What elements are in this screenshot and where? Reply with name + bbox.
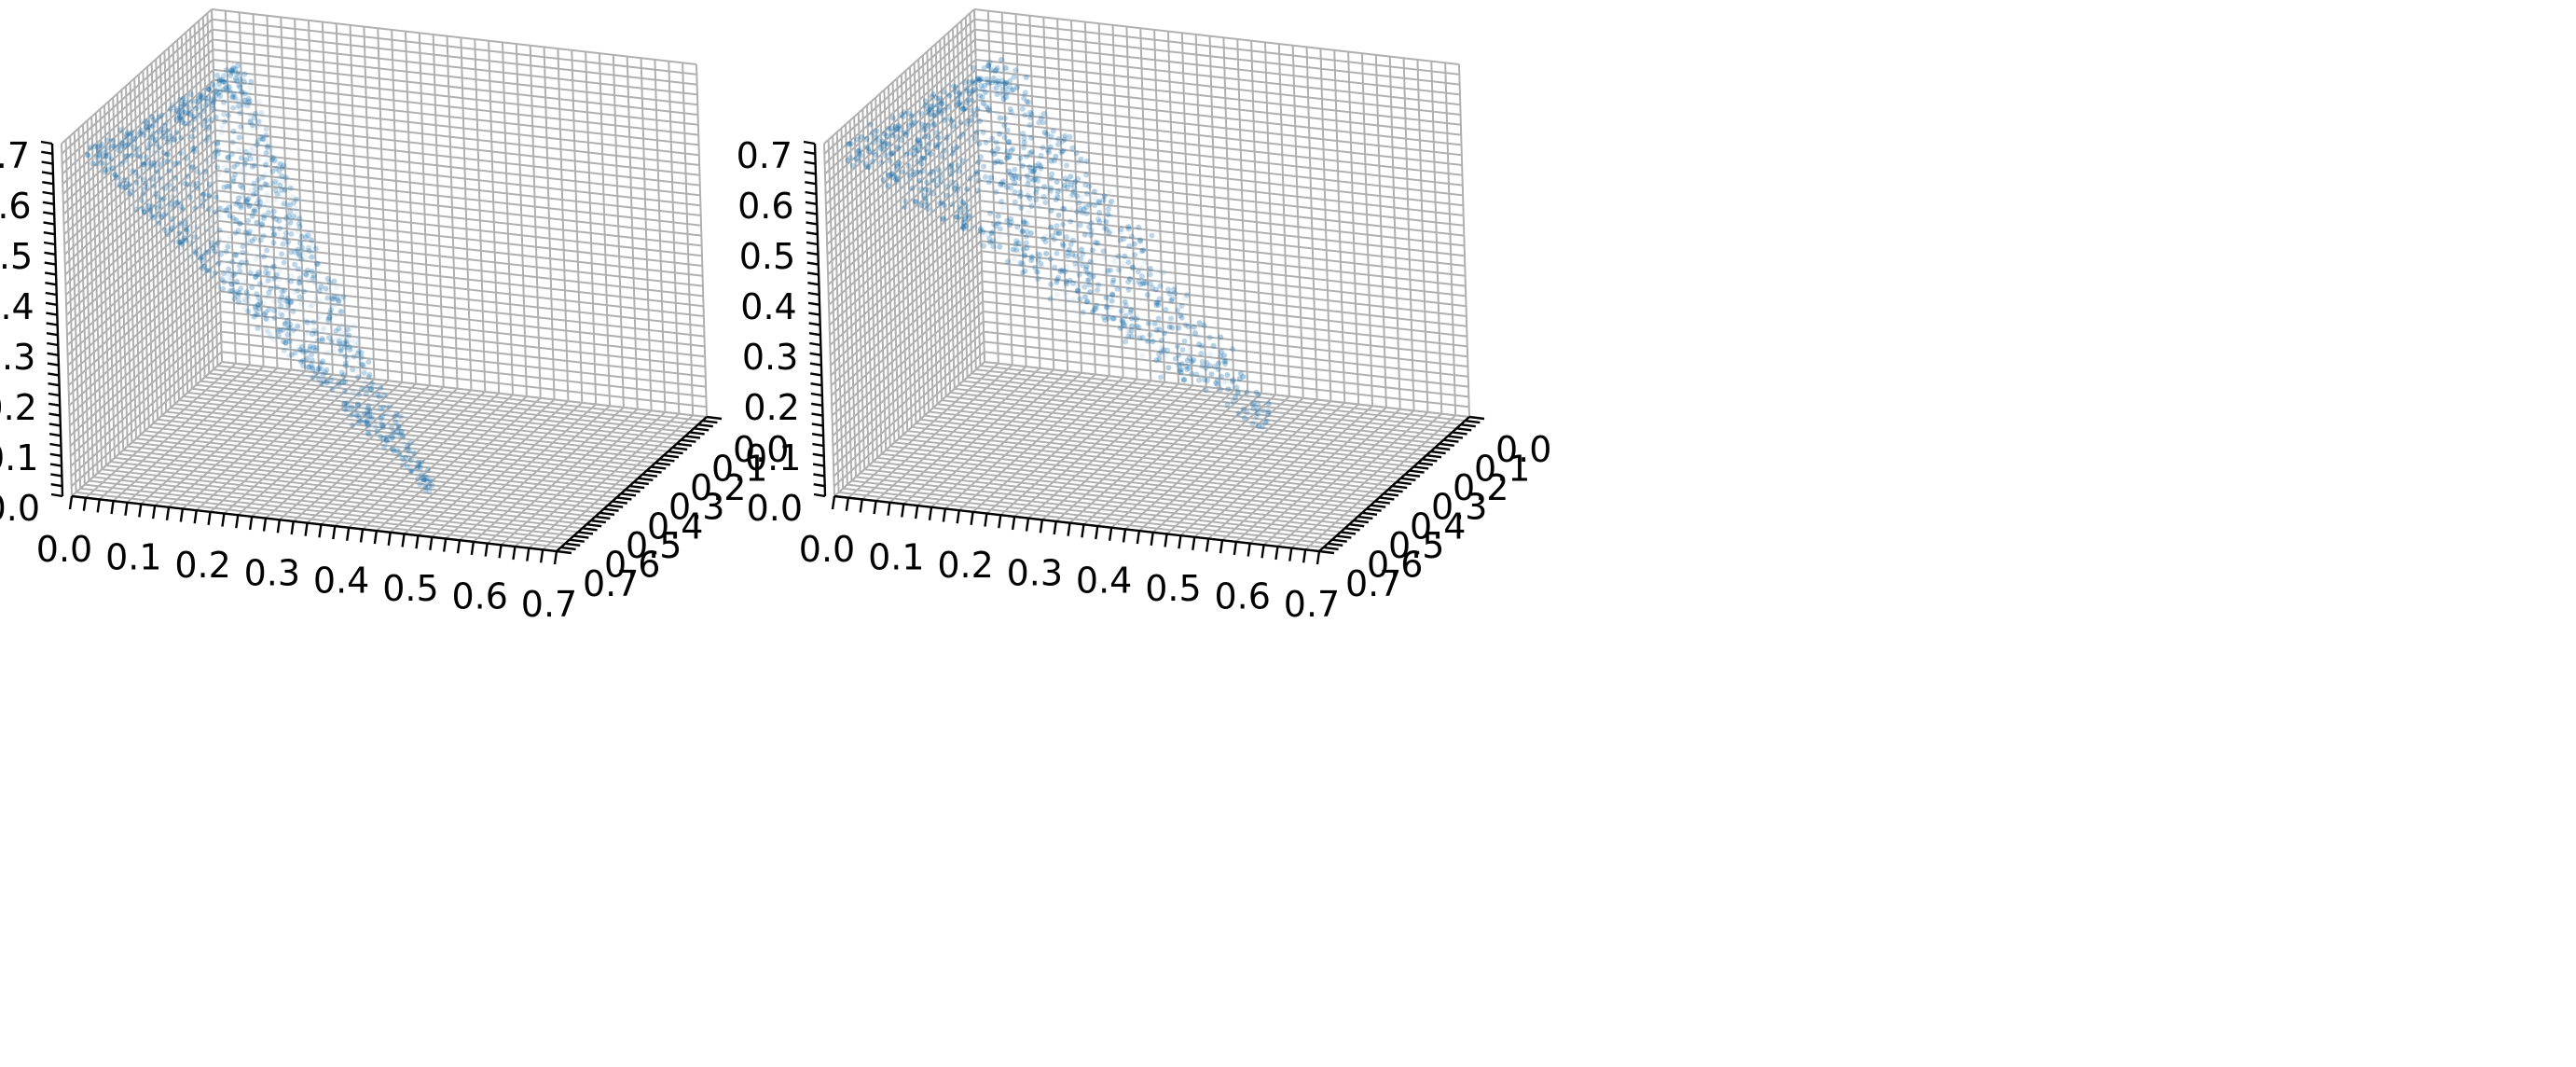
x-axis-line	[833, 494, 1320, 553]
y-tick-label: 0.2	[1453, 467, 1508, 508]
z-tick-label: 0.6	[737, 186, 793, 227]
x-tick-label: 0.1	[105, 536, 161, 577]
z-tick-label: 0.2	[0, 387, 37, 428]
y-tick-label: 0.2	[690, 467, 746, 508]
z-tick-label: 0.1	[745, 437, 801, 478]
grid	[823, 8, 1470, 552]
z-tick-label: 0.6	[0, 186, 32, 227]
x-tick-label: 0.0	[799, 529, 855, 570]
z-axis-line	[813, 143, 827, 497]
y-tick-label: 0.1	[711, 449, 767, 490]
y-tick-label: 0.6	[1367, 544, 1423, 585]
x-tick-label: 0.2	[937, 545, 993, 586]
x-tick-label: 0.7	[1284, 584, 1340, 625]
y-tick-label: 0.5	[626, 525, 682, 566]
z-tick-label: 0.2	[743, 387, 799, 428]
z-tick-label: 0.7	[0, 135, 30, 176]
grid	[61, 8, 708, 552]
z-tick-label: 0.0	[747, 488, 803, 529]
x-tick-label: 0.4	[313, 561, 369, 602]
plot-panel-1: 0.0 0.1 0.2 0.3 0.4 0.5 0.6 0.70.00.10.20.30.40…	[0, 8, 789, 625]
y-tick-label: 0.4	[1410, 506, 1466, 547]
y-tick-label: 0.5	[1388, 525, 1444, 566]
z-tick-label: 0.1	[0, 437, 38, 478]
x-tick-label: 0.5	[382, 568, 438, 609]
z-tick-label: 0.0	[0, 488, 40, 529]
z-tick-label: 0.5	[739, 236, 795, 277]
z-axis-line	[50, 143, 64, 497]
z-tick-label: 0.3	[0, 337, 35, 378]
y-tick-label: 0.0	[1495, 429, 1551, 470]
x-tick-label: 0.6	[1214, 576, 1270, 617]
x-tick-label: 0.3	[1007, 552, 1063, 593]
y-tick-label: 0.4	[647, 506, 703, 547]
x-tick-label: 0.6	[451, 576, 507, 617]
x-tick-label: 0.2	[174, 545, 230, 586]
z-tick-label: 0.3	[742, 337, 798, 378]
x-tick-label: 0.4	[1076, 561, 1132, 602]
z-tick-label: 0.4	[740, 286, 796, 327]
z-tick-label: 0.4	[0, 286, 34, 327]
z-tick-label: 0.5	[0, 236, 33, 277]
y-tick-label: 0.7	[583, 563, 639, 604]
x-tick-label: 0.7	[521, 584, 577, 625]
x-tick-label: 0.5	[1145, 568, 1201, 609]
x-tick-label: 0.1	[868, 536, 924, 577]
z-tick-label: 0.7	[737, 135, 792, 176]
y-tick-label: 0.3	[668, 487, 724, 528]
x-axis-line	[71, 494, 558, 553]
y-tick-label: 0.0	[733, 429, 789, 470]
axes: 0.0 0.1 0.2 0.3 0.4 0.5 0.6 0.70.00.10.20.30.40…	[0, 135, 789, 625]
y-tick-label: 0.3	[1431, 487, 1487, 528]
scatter-points	[845, 57, 1272, 430]
y-tick-label: 0.1	[1474, 449, 1530, 490]
x-tick-label: 0.0	[36, 529, 92, 570]
x-tick-label: 0.3	[244, 552, 300, 593]
plot-panel-2: 0.0 0.1 0.2 0.3 0.4 0.5 0.6 0.70.00.10.20.30.40…	[737, 8, 1552, 625]
scatter-points	[84, 62, 436, 494]
y-tick-label: 0.6	[604, 544, 660, 585]
axes: 0.0 0.1 0.2 0.3 0.4 0.5 0.6 0.70.00.10.20.30.40…	[737, 135, 1552, 625]
y-tick-label: 0.7	[1345, 563, 1401, 604]
